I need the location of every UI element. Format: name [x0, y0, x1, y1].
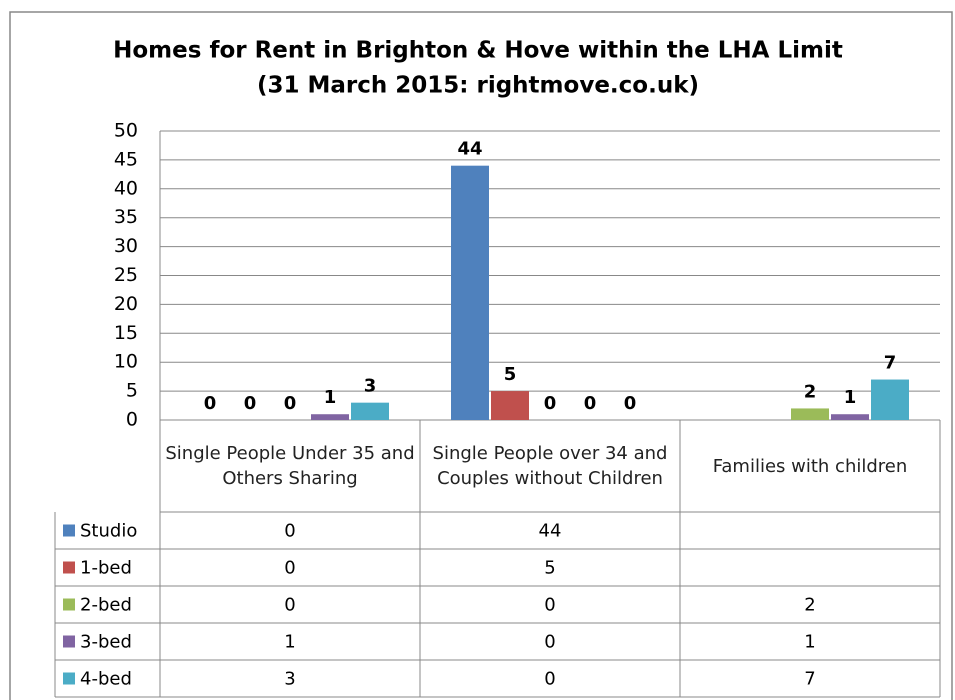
- data-label: 0: [584, 393, 597, 414]
- y-tick-label: 10: [114, 351, 138, 373]
- legend-label: Studio: [80, 521, 137, 542]
- y-tick-label: 5: [126, 380, 138, 402]
- x-tick-label: Single People over 34 and Couples withou…: [432, 443, 668, 489]
- bar: [351, 402, 389, 420]
- data-label: 0: [624, 393, 637, 414]
- table-cell: 0: [284, 558, 295, 579]
- table-cell: 7: [804, 669, 815, 690]
- table-cell: 1: [284, 632, 295, 653]
- table-cell: 0: [544, 595, 555, 616]
- data-label: 0: [544, 393, 557, 414]
- data-label: 0: [204, 393, 217, 414]
- legend-label: 2-bed: [80, 595, 132, 616]
- y-tick-label: 45: [114, 148, 138, 170]
- data-label: 2: [804, 381, 817, 402]
- data-label: 1: [324, 387, 337, 408]
- table-cell: 0: [544, 632, 555, 653]
- y-tick-label: 15: [114, 322, 138, 344]
- y-tick-label: 50: [114, 120, 138, 142]
- data-label: 1: [844, 387, 857, 408]
- bar: [451, 165, 489, 420]
- table-cell: 2: [804, 595, 815, 616]
- y-tick-label: 35: [114, 206, 138, 228]
- chart-title: Homes for Rent in Brighton & Hove within…: [113, 38, 843, 64]
- data-label: 5: [504, 364, 517, 385]
- chart-subtitle: (31 March 2015: rightmove.co.uk): [257, 73, 699, 99]
- data-label: 7: [884, 353, 897, 374]
- bar: [871, 379, 909, 420]
- legend-swatch: [63, 672, 75, 685]
- table-cell: 1: [804, 632, 815, 653]
- legend-swatch: [63, 635, 75, 648]
- legend-label: 4-bed: [80, 669, 132, 690]
- bar: [831, 414, 869, 420]
- data-label: 0: [284, 393, 297, 414]
- table-cell: 44: [539, 521, 562, 542]
- y-tick-label: 25: [114, 264, 138, 286]
- x-tick-label: Families with children: [712, 455, 908, 477]
- legend-swatch: [63, 524, 75, 537]
- table-cell: 5: [544, 558, 555, 579]
- table-cell: 0: [284, 521, 295, 542]
- bar: [491, 391, 529, 420]
- data-label: 3: [364, 376, 377, 397]
- table-cell: 0: [544, 669, 555, 690]
- bar: [791, 408, 829, 420]
- table-cell: 3: [284, 669, 295, 690]
- data-label: 44: [457, 139, 482, 160]
- y-tick-label: 0: [126, 409, 138, 431]
- y-tick-label: 30: [114, 235, 138, 257]
- x-tick-label: Single People Under 35 and Others Sharin…: [165, 443, 415, 489]
- data-label: 0: [244, 393, 257, 414]
- legend-swatch: [63, 598, 75, 611]
- legend-label: 1-bed: [80, 558, 132, 579]
- table-cell: 0: [284, 595, 295, 616]
- y-tick-label: 20: [114, 293, 138, 315]
- legend-swatch: [63, 561, 75, 574]
- y-tick-label: 40: [114, 177, 138, 199]
- bar: [311, 414, 349, 420]
- legend-label: 3-bed: [80, 632, 132, 653]
